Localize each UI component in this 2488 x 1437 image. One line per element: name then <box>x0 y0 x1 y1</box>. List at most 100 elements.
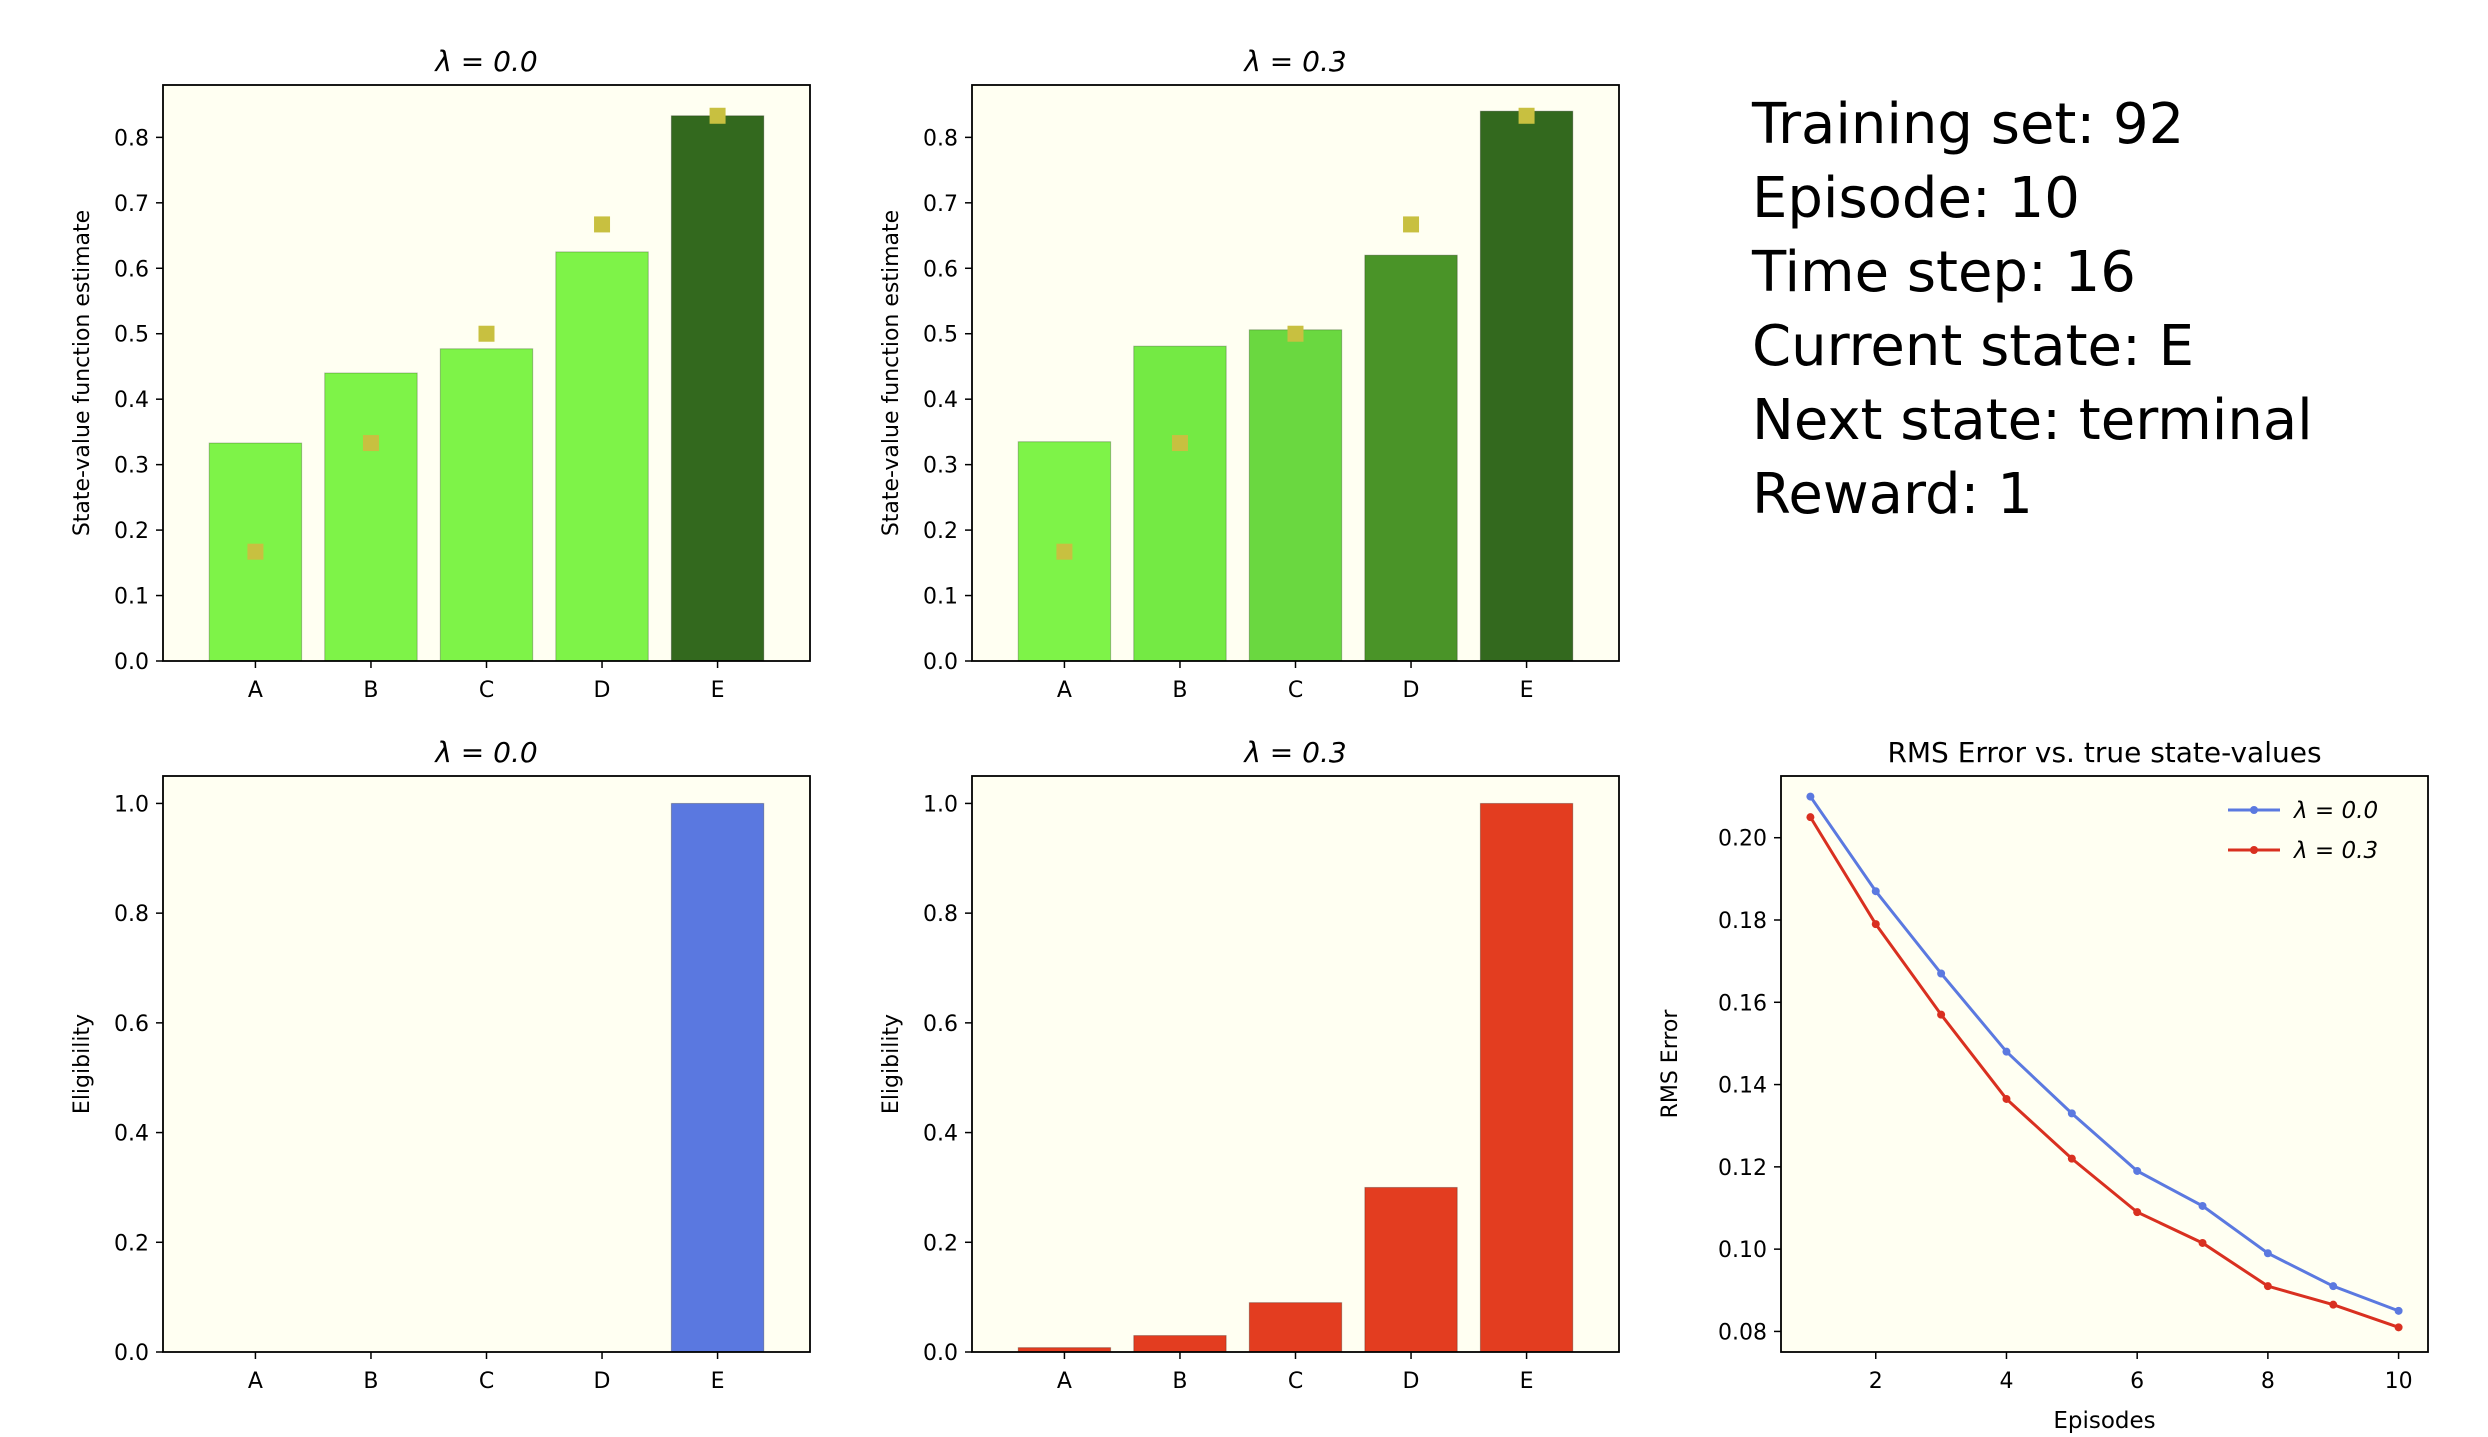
chart4-xtick-label: D <box>1403 1369 1420 1394</box>
chart5-series-point-1 <box>2198 1238 2207 1247</box>
chart4-ytick-label: 0.4 <box>923 1122 958 1147</box>
chart5-legend-label-0: λ = 0.0 <box>2292 798 2378 824</box>
chart2-ytick-label: 0.1 <box>923 585 958 610</box>
chart2-title: λ = 0.3 <box>1242 45 1346 78</box>
chart5-legend-marker-0 <box>2250 806 2258 814</box>
chart3-xtick-label: D <box>594 1369 611 1394</box>
chart1-bar-D <box>555 251 649 662</box>
chart2-xtick-label: A <box>1057 678 1072 703</box>
chart5-ytick-label: 0.20 <box>1718 827 1767 852</box>
chart1-xtick-label: D <box>594 678 611 703</box>
chart4-ytick-label: 0.2 <box>923 1231 958 1256</box>
chart3-title: λ = 0.0 <box>433 736 537 769</box>
chart1-ytick-label: 0.4 <box>114 388 149 413</box>
chart1-xtick-label: C <box>479 678 494 703</box>
chart2-ytick-label: 0.3 <box>923 454 958 479</box>
chart5-xtick-label: 4 <box>1999 1369 2013 1394</box>
chart3-xtick-label: E <box>711 1369 725 1394</box>
chart2-bar-D <box>1364 254 1458 662</box>
chart5-xtick-label: 6 <box>2130 1369 2144 1394</box>
chart5-ytick-label: 0.18 <box>1718 909 1767 934</box>
chart2-ytick-label: 0.8 <box>923 126 958 151</box>
chart5-legend-label-1: λ = 0.3 <box>2292 838 2378 864</box>
training-info-panel: Training set: 92 Episode: 10 Time step: … <box>1752 88 2313 532</box>
chart5-series-point-1 <box>2002 1094 2011 1103</box>
chart1-ytick-label: 0.8 <box>114 126 149 151</box>
chart5-series-point-0 <box>2394 1306 2403 1315</box>
chart3-ytick-label: 0.6 <box>114 1012 149 1037</box>
chart3-ylabel: Eligibility <box>70 1014 95 1114</box>
chart1-bar-C <box>439 348 534 662</box>
chart3-ytick-label: 0.4 <box>114 1122 149 1147</box>
chart3-bar-E <box>670 802 765 1353</box>
chart2-ytick-label: 0.5 <box>923 323 958 348</box>
chart1-ytick-label: 0.7 <box>114 192 149 217</box>
current-state-label: Current state: E <box>1752 314 2195 379</box>
chart4-ytick-label: 0.0 <box>923 1341 958 1366</box>
chart5-legend-marker-1 <box>2250 846 2258 854</box>
chart5-series-point-0 <box>2263 1249 2272 1258</box>
chart3-xtick-label: C <box>479 1369 494 1394</box>
chart1-true-value-marker-B <box>362 435 379 452</box>
chart1-true-value-marker-C <box>478 325 495 342</box>
chart2-ytick-label: 0.6 <box>923 257 958 282</box>
chart5-series-point-0 <box>2002 1047 2011 1056</box>
chart1-true-value-marker-E <box>709 107 726 124</box>
chart4-ytick-label: 0.8 <box>923 902 958 927</box>
chart3-frame <box>162 775 811 1353</box>
chart2-xtick-label: C <box>1288 678 1303 703</box>
chart2-xtick-label: B <box>1172 678 1187 703</box>
chart5-series-point-1 <box>2394 1323 2403 1332</box>
chart3-xtick-label: B <box>363 1369 378 1394</box>
chart5-ytick-label: 0.08 <box>1718 1320 1767 1345</box>
chart2-bar-E <box>1479 110 1574 662</box>
chart5-ytick-label: 0.12 <box>1718 1156 1767 1181</box>
chart5-series-point-0 <box>1806 792 1815 801</box>
chart4-ytick-label: 0.6 <box>923 1012 958 1037</box>
chart2-true-value-marker-A <box>1056 543 1073 560</box>
chart4-xtick-label: E <box>1520 1369 1534 1394</box>
chart4-xtick-label: C <box>1288 1369 1303 1394</box>
chart5-xlabel: Episodes <box>2053 1408 2155 1434</box>
chart1-true-value-marker-A <box>247 543 264 560</box>
chart5-ytick-label: 0.16 <box>1718 991 1767 1016</box>
chart3-ytick-label: 1.0 <box>114 792 149 817</box>
chart4-ylabel: Eligibility <box>879 1014 904 1114</box>
chart5-series-point-0 <box>2198 1201 2207 1210</box>
chart2-true-value-marker-E <box>1518 107 1535 124</box>
time-step-label: Time step: 16 <box>1752 240 2136 305</box>
chart2-ytick-label: 0.0 <box>923 650 958 675</box>
chart1-ytick-label: 0.6 <box>114 257 149 282</box>
chart5-series-point-0 <box>2329 1282 2338 1291</box>
chart1-xtick-label: B <box>363 678 378 703</box>
chart5-ylabel: RMS Error <box>1658 1009 1683 1119</box>
chart1-bar-B <box>324 372 418 662</box>
chart1-true-value-marker-D <box>594 216 611 233</box>
chart1-ytick-label: 0.3 <box>114 454 149 479</box>
chart5-series-point-0 <box>2133 1166 2142 1175</box>
chart5-xtick-label: 8 <box>2261 1369 2275 1394</box>
chart2-ylabel: State-value function estimate <box>879 210 904 536</box>
chart5-series-line-1 <box>1809 816 2400 1329</box>
chart1-ytick-label: 0.1 <box>114 585 149 610</box>
chart1-xtick-label: A <box>248 678 263 703</box>
episode-label: Episode: 10 <box>1752 166 2080 231</box>
chart2-xtick-label: E <box>1520 678 1534 703</box>
chart1-bar-E <box>670 115 765 662</box>
chart4-bar-C <box>1248 1302 1343 1353</box>
chart4-xtick-label: A <box>1057 1369 1072 1394</box>
chart5-series-point-1 <box>1937 1010 1946 1019</box>
chart2-ytick-label: 0.7 <box>923 192 958 217</box>
chart3-xtick-label: A <box>248 1369 263 1394</box>
chart4-xtick-label: B <box>1172 1369 1187 1394</box>
chart4-title: λ = 0.3 <box>1242 736 1346 769</box>
chart5-xtick-label: 2 <box>1869 1369 1883 1394</box>
chart2-ytick-label: 0.2 <box>923 519 958 544</box>
training-set-label: Training set: 92 <box>1752 92 2185 157</box>
chart1-ytick-label: 0.0 <box>114 650 149 675</box>
chart4-bar-E <box>1479 802 1574 1353</box>
chart5-series-point-1 <box>2067 1154 2076 1163</box>
next-state-label: Next state: terminal <box>1752 388 2313 453</box>
chart2-bar-B <box>1133 345 1227 662</box>
